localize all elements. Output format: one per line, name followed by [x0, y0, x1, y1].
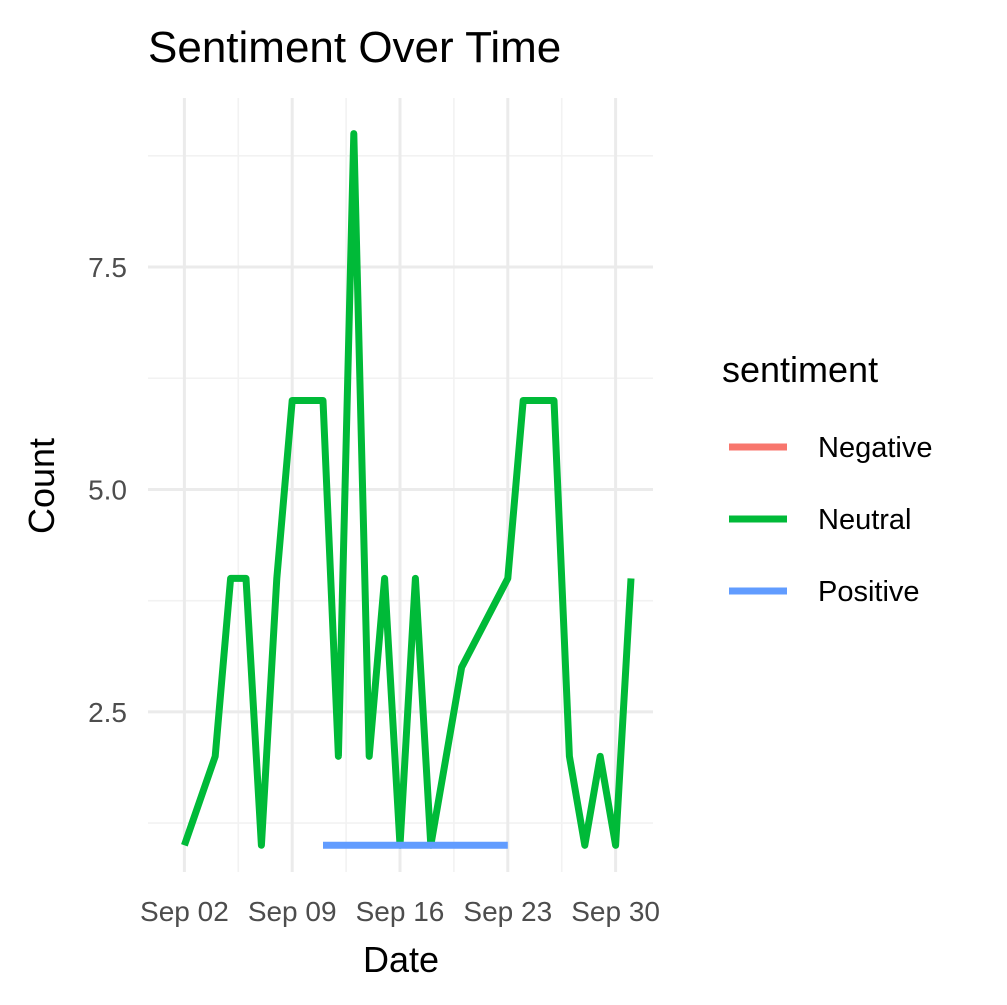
- x-axis-title: Date: [363, 939, 439, 980]
- legend-title: sentiment: [722, 349, 878, 390]
- y-tick-label: 5.0: [88, 474, 127, 505]
- series-line-neutral: [181, 130, 635, 849]
- x-tick-label: Sep 30: [571, 896, 660, 927]
- x-tick-label: Sep 02: [140, 896, 229, 927]
- chart-title: Sentiment Over Time: [148, 23, 561, 72]
- y-tick-labels: 2.5 5.0 7.5: [88, 252, 127, 728]
- legend-label-neutral: Neutral: [818, 504, 912, 536]
- x-tick-labels: Sep 02 Sep 09 Sep 16 Sep 23 Sep 30: [140, 896, 660, 927]
- series-lines: [181, 130, 635, 849]
- y-axis-title: Count: [21, 438, 62, 534]
- x-tick-label: Sep 09: [248, 896, 337, 927]
- y-tick-label: 7.5: [88, 252, 127, 283]
- legend-label-positive: Positive: [818, 576, 920, 608]
- legend: sentiment Negative Neutral Positive: [722, 349, 932, 608]
- x-tick-label: Sep 23: [463, 896, 552, 927]
- y-tick-label: 2.5: [88, 697, 127, 728]
- x-tick-label: Sep 16: [356, 896, 445, 927]
- legend-label-negative: Negative: [818, 432, 932, 464]
